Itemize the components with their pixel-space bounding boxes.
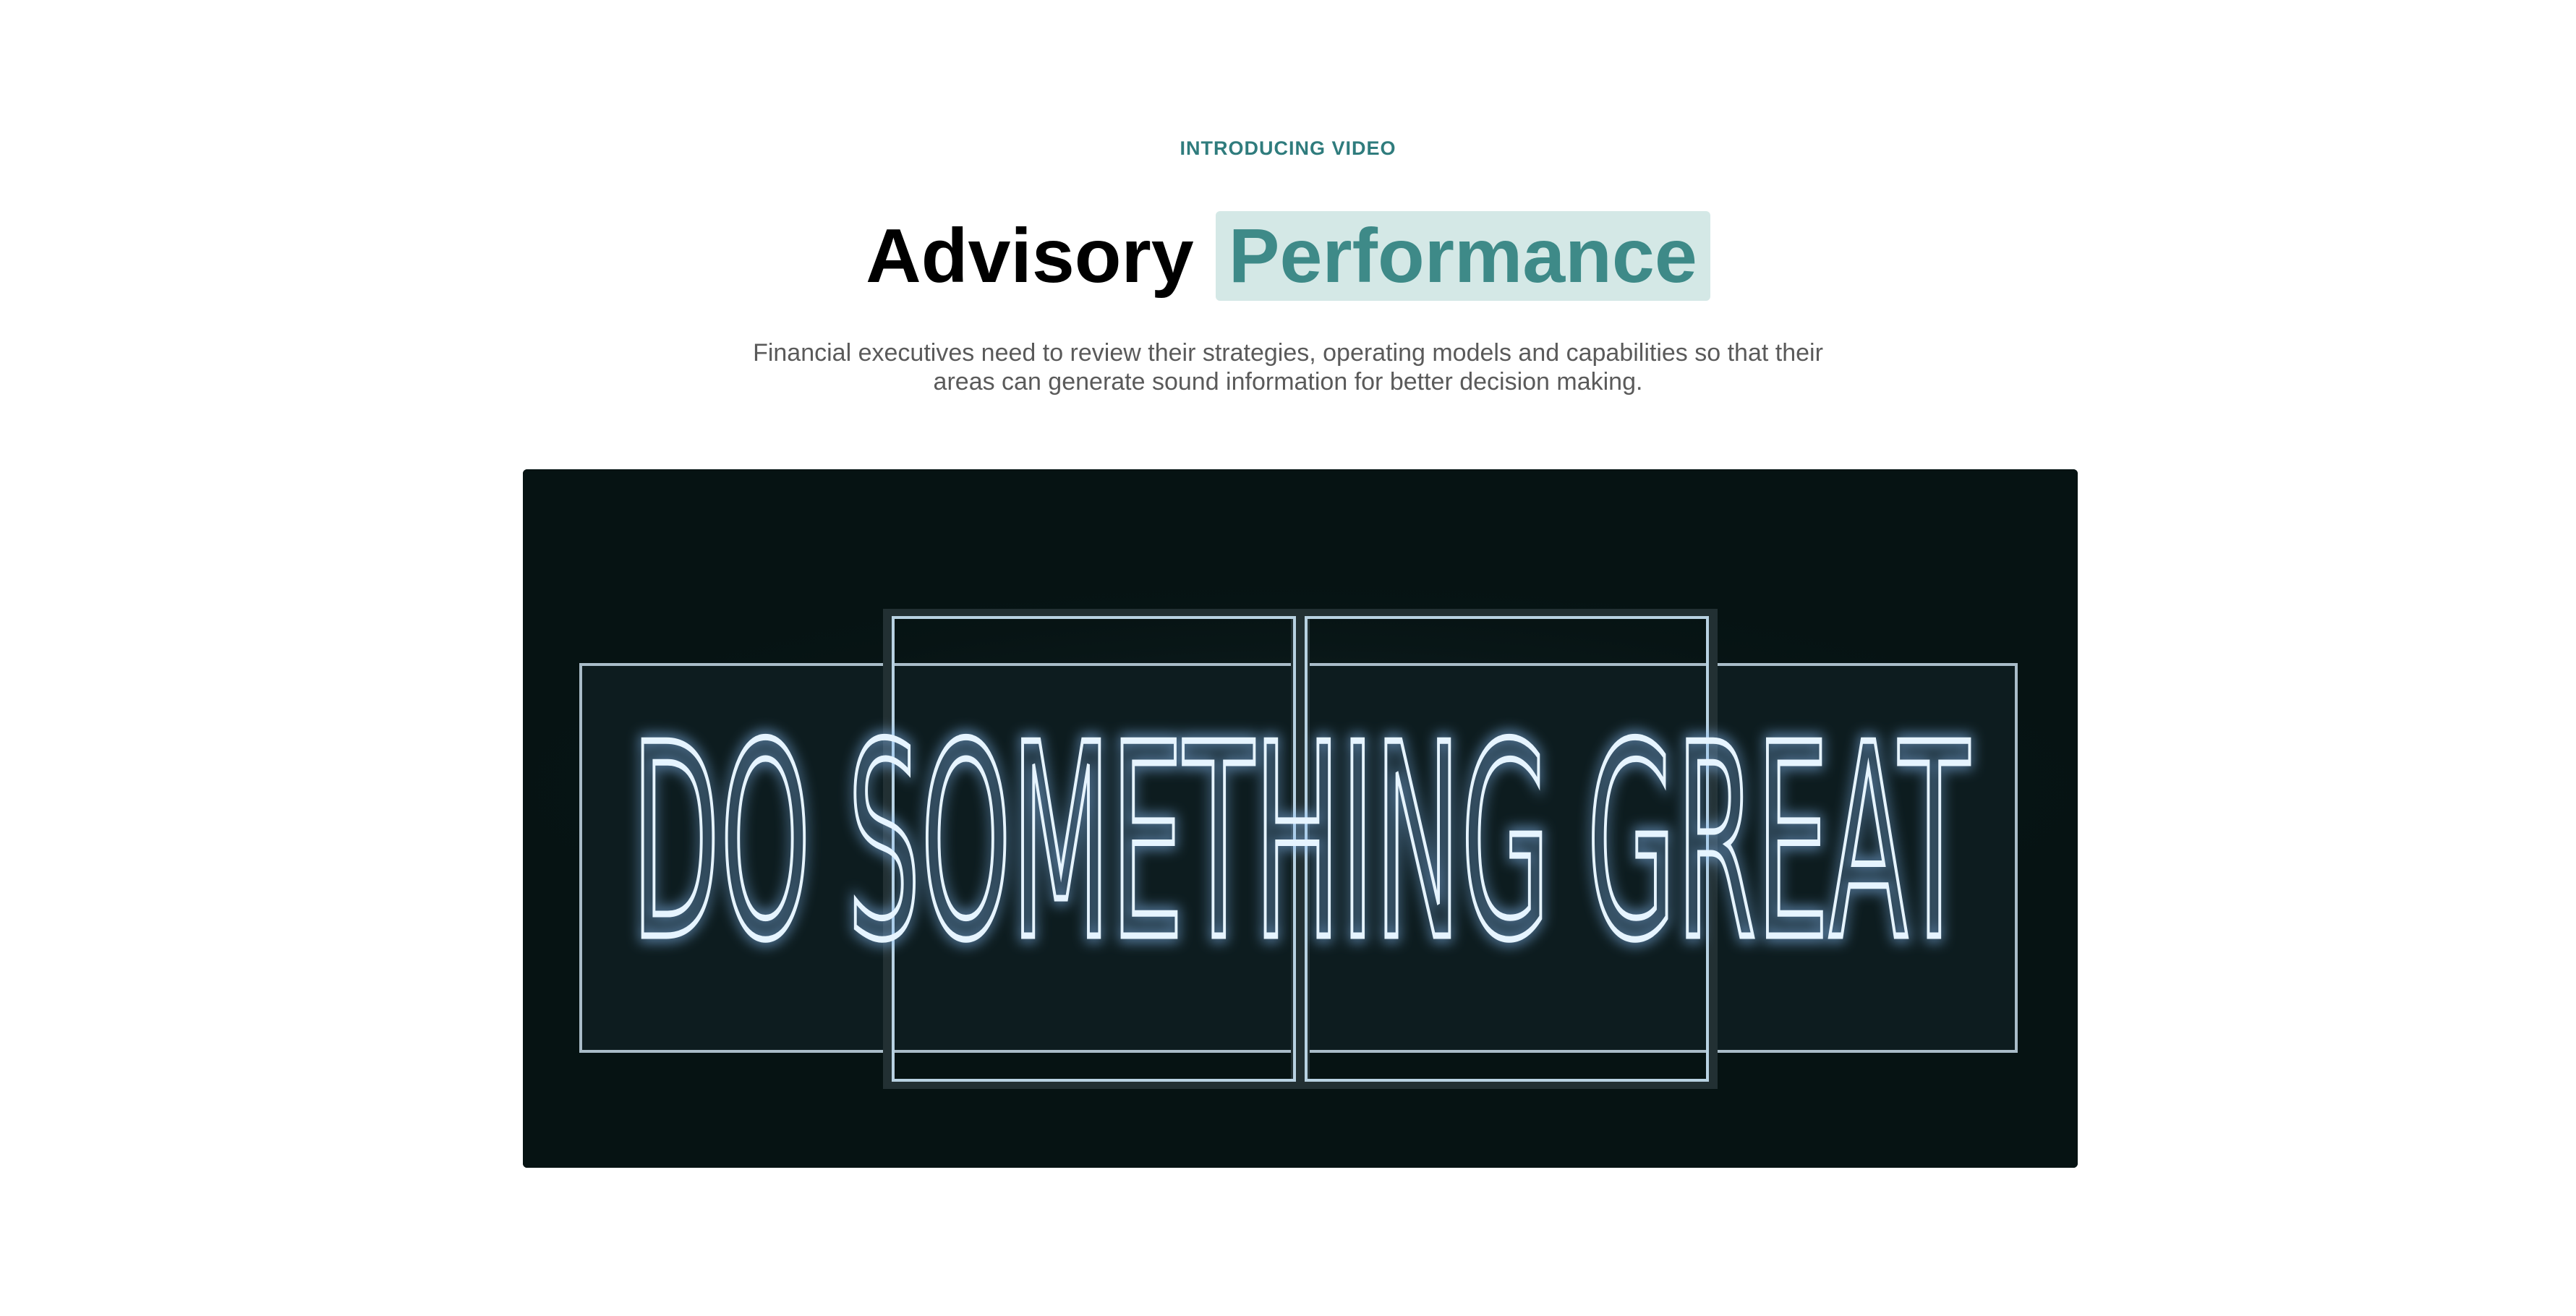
title-highlight: Performance <box>1215 211 1710 301</box>
video-thumbnail: DO SOMETHING GREAT DO SOMETHING GREAT <box>523 469 2078 1168</box>
description-line-1: Financial executives need to review thei… <box>753 339 1823 367</box>
neon-sign-glow: DO SOMETHING GREAT <box>631 688 1971 999</box>
eyebrow-label: INTRODUCING VIDEO <box>1180 137 1396 159</box>
section-description: Financial executives need to review thei… <box>723 338 1853 396</box>
section-title: Advisory Performance <box>0 205 2576 301</box>
video-player[interactable]: DO SOMETHING GREAT DO SOMETHING GREAT <box>523 469 2078 1168</box>
neon-sign-text: DO SOMETHING GREAT <box>631 688 1971 999</box>
title-plain: Advisory <box>866 213 1194 299</box>
description-line-2: areas can generate sound information for… <box>933 368 1643 396</box>
